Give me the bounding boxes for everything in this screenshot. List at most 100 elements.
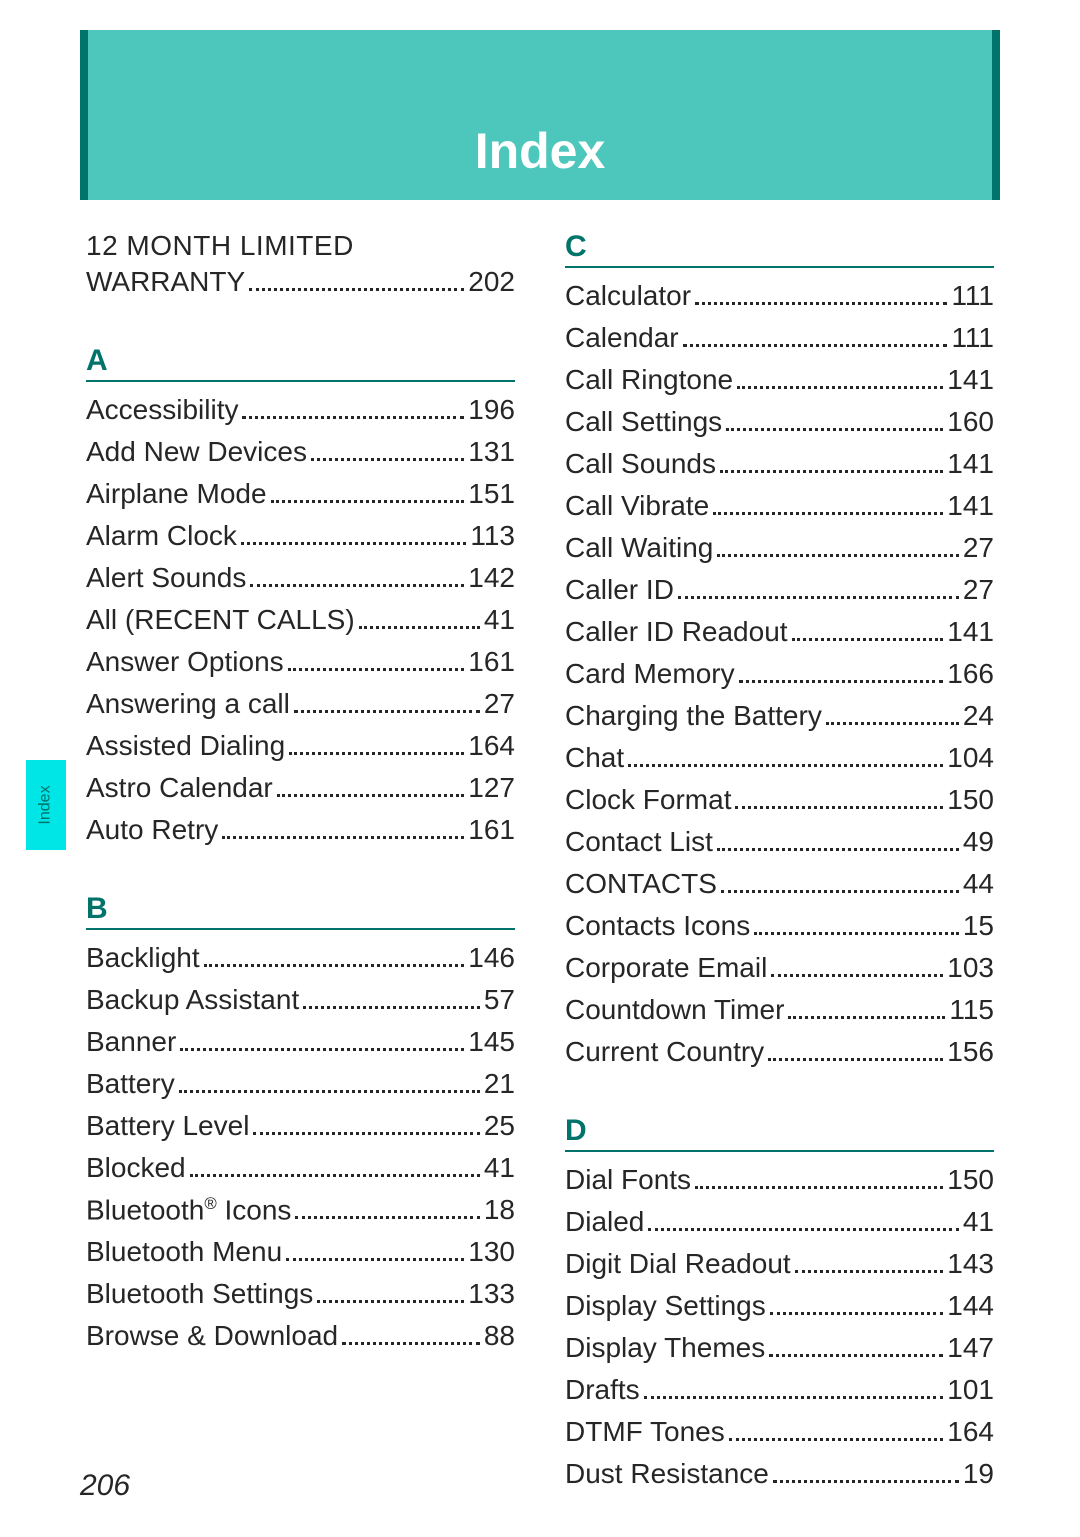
index-entry-label: Calculator [565, 280, 691, 312]
leader-dots [754, 932, 959, 935]
index-entry-label: Call Sounds [565, 448, 716, 480]
index-entry-label: Add New Devices [86, 436, 307, 468]
index-entry-page: 49 [963, 826, 994, 858]
index-entry-label: Airplane Mode [86, 478, 267, 510]
index-entry-page: 144 [947, 1290, 994, 1322]
index-entry-label: Contact List [565, 826, 713, 858]
leader-dots [204, 964, 465, 967]
index-entry: Battery Level 25 [86, 1110, 515, 1142]
index-entry: Display Settings144 [565, 1290, 994, 1322]
index-entry-label: Battery Level [86, 1110, 249, 1142]
index-entry-label: Browse & Download [86, 1320, 338, 1352]
side-tab-label: Index [37, 785, 55, 824]
index-entry-page: 113 [470, 520, 515, 552]
index-entry-page: 27 [963, 574, 994, 606]
section-letter: A [86, 344, 515, 382]
index-entry-label: Banner [86, 1026, 176, 1058]
index-entry: Dust Resistance19 [565, 1458, 994, 1490]
index-entry-label: Dust Resistance [565, 1458, 769, 1490]
index-entry-page: 161 [468, 814, 515, 846]
index-entry-label: Digit Dial Readout [565, 1248, 791, 1280]
index-entry-page: 143 [947, 1248, 994, 1280]
leader-dots [359, 626, 480, 629]
leader-dots [253, 1132, 479, 1135]
index-entry-page: 88 [484, 1320, 515, 1352]
leader-dots [190, 1174, 480, 1177]
index-entry-page: 131 [468, 436, 515, 468]
index-entry: Caller ID27 [565, 574, 994, 606]
index-entry: Current Country156 [565, 1036, 994, 1068]
index-entry-label: Assisted Dialing [86, 730, 285, 762]
leader-dots [678, 596, 959, 599]
side-tab: Index [26, 760, 66, 850]
index-entry: Chat104 [565, 742, 994, 774]
index-entry-page: 141 [947, 490, 994, 522]
index-section: C Calculator 111Calendar111 Call Ringtone14… [565, 230, 994, 1068]
index-entry: Bluetooth Menu130 [86, 1236, 515, 1268]
index-entry: Alarm Clock 113 [86, 520, 515, 552]
index-entry-label: Corporate Email [565, 952, 767, 984]
leader-dots [288, 668, 465, 671]
index-entry: Add New Devices 131 [86, 436, 515, 468]
index-entry: Charging the Battery24 [565, 700, 994, 732]
index-section: DDial Fonts150Dialed41Digit Dial Readout… [565, 1114, 994, 1490]
index-entry-page: 41 [484, 604, 515, 636]
index-entry-label: Bluetooth® Icons [86, 1194, 291, 1226]
index-entry-label: Countdown Timer [565, 994, 784, 1026]
column-left: 12 MONTH LIMITEDWARRANTY202AAccessibilit… [86, 230, 515, 1500]
index-entry: Card Memory166 [565, 658, 994, 690]
section-letter: C [565, 230, 994, 268]
index-entry: Contacts Icons 15 [565, 910, 994, 942]
index-entry-page: 151 [468, 478, 515, 510]
index-entry-page: 27 [484, 688, 515, 720]
leader-dots [286, 1258, 464, 1261]
leader-dots [729, 1438, 944, 1441]
leader-dots [242, 416, 464, 419]
leader-dots [695, 302, 947, 305]
leader-dots [795, 1270, 944, 1273]
index-entry-label: Backlight [86, 942, 200, 974]
index-entry-label: Alarm Clock [86, 520, 237, 552]
index-entry-label: Clock Format [565, 784, 731, 816]
index-entry: Answer Options161 [86, 646, 515, 678]
index-entry-page: 160 [947, 406, 994, 438]
index-entry-label: Card Memory [565, 658, 735, 690]
index-entry-label: Charging the Battery [565, 700, 822, 732]
index-entry-page: 15 [963, 910, 994, 942]
index-entry-label: WARRANTY [86, 266, 245, 298]
index-entry-page: 41 [484, 1152, 515, 1184]
index-entry-page: 164 [468, 730, 515, 762]
leader-dots [739, 680, 944, 683]
index-entry-label: Contacts Icons [565, 910, 750, 942]
index-entry-page: 111 [951, 322, 994, 354]
index-entry: Caller ID Readout141 [565, 616, 994, 648]
index-entry: Dial Fonts 150 [565, 1164, 994, 1196]
index-entry-page: 150 [947, 1164, 994, 1196]
index-entry-label: DTMF Tones [565, 1416, 725, 1448]
index-entry: Corporate Email103 [565, 952, 994, 984]
index-entry: Alert Sounds142 [86, 562, 515, 594]
leader-dots [737, 386, 943, 389]
leader-dots [726, 428, 943, 431]
index-entry: Clock Format 150 [565, 784, 994, 816]
index-entry: WARRANTY202 [86, 266, 515, 298]
index-entry-label: Dial Fonts [565, 1164, 691, 1196]
page-title: Index [475, 122, 606, 180]
leader-dots [222, 836, 464, 839]
index-entry: Backup Assistant57 [86, 984, 515, 1016]
leader-dots [317, 1300, 464, 1303]
index-entry-page: 141 [947, 616, 994, 648]
index-entry: Calendar111 [565, 322, 994, 354]
index-entry-page: 25 [484, 1110, 515, 1142]
index-entry: Banner145 [86, 1026, 515, 1058]
index-entry-page: 101 [947, 1374, 994, 1406]
leader-dots [644, 1396, 944, 1399]
index-entry: Battery21 [86, 1068, 515, 1100]
index-entry: Call Ringtone141 [565, 364, 994, 396]
index-entry-page: 150 [947, 784, 994, 816]
leader-dots [771, 974, 943, 977]
index-entry-label: Answering a call [86, 688, 290, 720]
leader-dots [768, 1058, 943, 1061]
index-section: BBacklight146Backup Assistant57Banner145… [86, 892, 515, 1352]
index-entry-label: Accessibility [86, 394, 238, 426]
